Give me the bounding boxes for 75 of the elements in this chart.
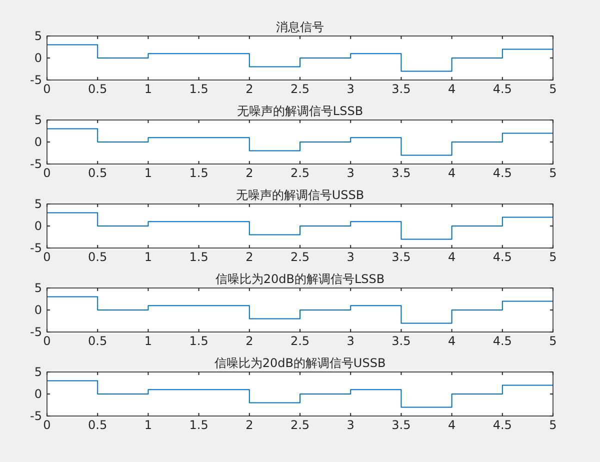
y-tick-label: 5 <box>34 113 42 127</box>
x-tick-label: 4.5 <box>492 250 512 264</box>
x-tick-label: 4.5 <box>492 334 512 348</box>
x-tick-label: 4.5 <box>492 82 512 96</box>
x-tick-label: 2.5 <box>290 166 310 180</box>
x-tick-label: 3 <box>346 166 354 180</box>
x-tick-label: 2.5 <box>290 418 310 432</box>
chart-title: 无噪声的解调信号LSSB <box>236 104 364 118</box>
chart-title: 信噪比为20dB的解调信号LSSB <box>215 272 385 286</box>
y-tick-label: 0 <box>34 51 42 65</box>
x-tick-label: 1.5 <box>189 418 208 432</box>
x-tick-label: 4.5 <box>492 418 512 432</box>
x-tick-label: 3.5 <box>392 82 411 96</box>
x-tick-label: 0.5 <box>88 418 108 432</box>
x-tick-label: 2 <box>246 82 254 96</box>
x-tick-label: 1.5 <box>189 334 208 348</box>
x-tick-label: 2 <box>246 250 254 264</box>
y-tick-label: 5 <box>34 365 42 379</box>
x-tick-label: 4 <box>448 250 456 264</box>
chart-title: 无噪声的解调信号USSB <box>236 188 364 202</box>
x-tick-label: 0 <box>43 250 51 264</box>
x-tick-label: 3 <box>346 418 354 432</box>
x-tick-label: 3 <box>346 250 354 264</box>
x-tick-label: 3.5 <box>392 418 411 432</box>
x-tick-label: 4 <box>448 166 456 180</box>
y-tick-label: 0 <box>34 303 42 317</box>
chart-title: 消息信号 <box>276 20 324 34</box>
x-tick-label: 4 <box>448 334 456 348</box>
x-tick-label: 1.5 <box>189 166 208 180</box>
x-tick-label: 3 <box>346 82 354 96</box>
y-tick-label: 0 <box>34 219 42 233</box>
x-tick-label: 1 <box>144 418 152 432</box>
x-tick-label: 5 <box>549 166 557 180</box>
x-tick-label: 5 <box>549 334 557 348</box>
x-tick-label: 2 <box>246 166 254 180</box>
y-tick-label: 5 <box>34 29 42 43</box>
x-tick-label: 5 <box>549 250 557 264</box>
x-tick-label: 0 <box>43 334 51 348</box>
x-tick-label: 1 <box>144 334 152 348</box>
x-tick-label: 3 <box>346 334 354 348</box>
x-tick-label: 0.5 <box>88 250 108 264</box>
x-tick-label: 0 <box>43 418 51 432</box>
x-tick-label: 4 <box>448 418 456 432</box>
y-tick-label: -5 <box>30 241 42 255</box>
y-tick-label: 5 <box>34 281 42 295</box>
x-tick-label: 0.5 <box>88 166 108 180</box>
x-tick-label: 2.5 <box>290 250 310 264</box>
x-tick-label: 4.5 <box>492 166 512 180</box>
x-tick-label: 3.5 <box>392 250 411 264</box>
x-tick-label: 3.5 <box>392 166 411 180</box>
x-tick-label: 0.5 <box>88 334 108 348</box>
x-tick-label: 0 <box>43 166 51 180</box>
chart-title: 信噪比为20dB的解调信号USSB <box>214 356 386 370</box>
x-tick-label: 1 <box>144 250 152 264</box>
x-tick-label: 2.5 <box>290 82 310 96</box>
x-tick-label: 1.5 <box>189 250 208 264</box>
x-tick-label: 2 <box>246 418 254 432</box>
y-tick-label: 0 <box>34 135 42 149</box>
y-tick-label: -5 <box>30 73 42 87</box>
x-tick-label: 4 <box>448 82 456 96</box>
x-tick-label: 1 <box>144 166 152 180</box>
y-tick-label: -5 <box>30 409 42 423</box>
y-tick-label: -5 <box>30 325 42 339</box>
x-tick-label: 0.5 <box>88 82 108 96</box>
x-tick-label: 3.5 <box>392 334 411 348</box>
x-tick-label: 2.5 <box>290 334 310 348</box>
y-tick-label: 0 <box>34 387 42 401</box>
y-tick-label: -5 <box>30 157 42 171</box>
x-tick-label: 5 <box>549 418 557 432</box>
x-tick-label: 1 <box>144 82 152 96</box>
x-tick-label: 2 <box>246 334 254 348</box>
x-tick-label: 0 <box>43 82 51 96</box>
y-tick-label: 5 <box>34 197 42 211</box>
x-tick-label: 5 <box>549 82 557 96</box>
x-tick-label: 1.5 <box>189 82 208 96</box>
